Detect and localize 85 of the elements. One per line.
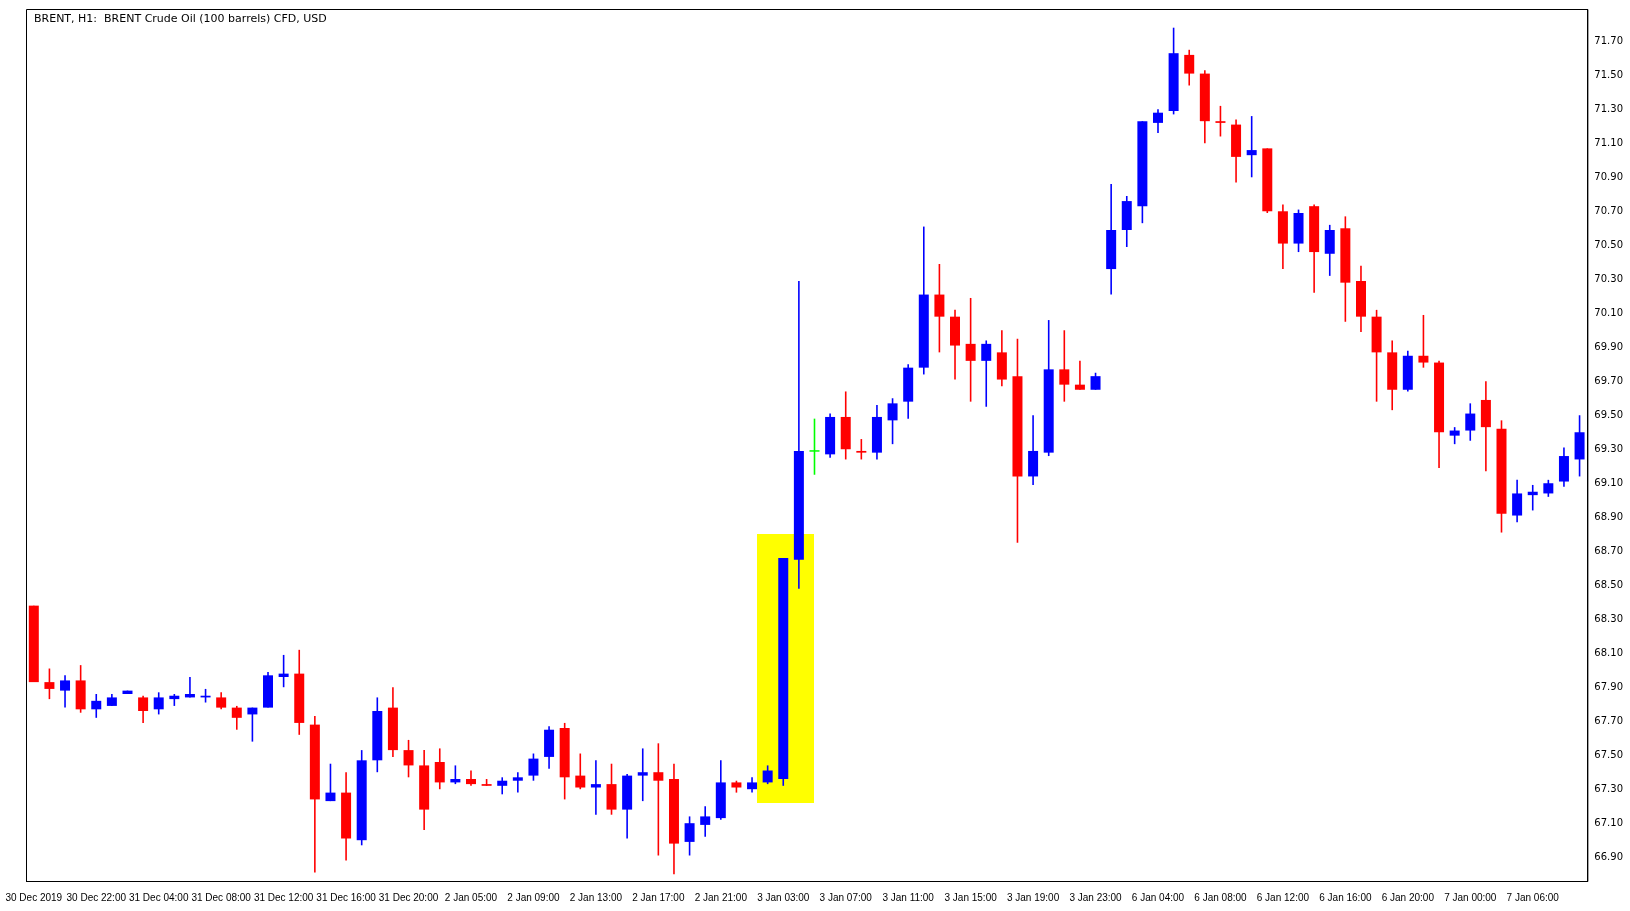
candlestick xyxy=(762,764,773,785)
y-tick-label: 71.10 xyxy=(1594,136,1624,148)
candlestick xyxy=(1512,479,1523,524)
x-tick-label: 3 Jan 19:00 xyxy=(1006,891,1060,903)
y-tick-label: 67.70 xyxy=(1594,714,1624,726)
candlestick xyxy=(1246,115,1257,179)
candlestick xyxy=(44,667,55,700)
x-tick-label: 31 Dec 12:00 xyxy=(253,891,314,903)
candlestick xyxy=(231,705,242,731)
candlestick xyxy=(1152,108,1163,134)
x-tick-label: 6 Jan 12:00 xyxy=(1256,891,1310,903)
x-tick-label: 2 Jan 21:00 xyxy=(694,891,748,903)
x-tick-label: 3 Jan 03:00 xyxy=(757,891,810,903)
candlestick xyxy=(1184,49,1195,87)
candlestick xyxy=(981,339,992,408)
y-tick-label: 71.30 xyxy=(1594,102,1624,114)
candlestick xyxy=(1074,360,1085,391)
x-tick-label: 30 Dec 2019 xyxy=(5,891,63,903)
candlestick xyxy=(1418,314,1429,369)
x-tick-label: 6 Jan 04:00 xyxy=(1131,891,1185,903)
y-tick-label: 71.70 xyxy=(1594,34,1624,46)
y-tick-label: 70.70 xyxy=(1594,204,1624,216)
candlestick xyxy=(1059,329,1070,403)
candlestick xyxy=(1465,402,1476,442)
x-tick-label: 31 Dec 16:00 xyxy=(316,891,377,903)
x-tick-label: 3 Jan 07:00 xyxy=(819,891,873,903)
y-tick-label: 68.10 xyxy=(1594,646,1624,658)
y-tick-label: 67.30 xyxy=(1594,782,1624,794)
x-tick-label: 2 Jan 05:00 xyxy=(444,891,498,903)
x-tick-label: 2 Jan 09:00 xyxy=(507,891,561,903)
candlestick xyxy=(403,739,414,779)
x-tick-label: 3 Jan 15:00 xyxy=(944,891,998,903)
candlestick xyxy=(1215,105,1226,138)
y-tick-label: 68.50 xyxy=(1594,578,1624,590)
x-tick-label: 7 Jan 06:00 xyxy=(1506,891,1560,903)
y-tick-label: 68.30 xyxy=(1594,612,1624,624)
y-tick-label: 68.90 xyxy=(1594,510,1624,522)
candlestick xyxy=(809,417,820,476)
candlestick xyxy=(934,263,945,354)
y-tick-label: 69.90 xyxy=(1594,340,1624,352)
candlestick xyxy=(684,815,695,857)
x-tick-label: 6 Jan 20:00 xyxy=(1381,891,1435,903)
x-tick-label: 3 Jan 23:00 xyxy=(1069,891,1123,903)
candlestick xyxy=(138,694,149,724)
candlestick xyxy=(91,693,102,719)
y-tick-label: 68.70 xyxy=(1594,544,1624,556)
candlestick xyxy=(887,397,898,445)
y-tick-label: 70.10 xyxy=(1594,306,1624,318)
x-tick-label: 2 Jan 13:00 xyxy=(569,891,623,903)
y-tick-label: 69.30 xyxy=(1594,442,1624,454)
x-tick-label: 2 Jan 17:00 xyxy=(632,891,685,903)
candlestick xyxy=(1324,224,1335,277)
candlestick xyxy=(653,742,664,857)
candlestick xyxy=(60,674,71,709)
candlestick xyxy=(637,747,648,802)
candlestick xyxy=(965,297,976,403)
x-tick-label: 7 Jan 00:00 xyxy=(1444,891,1497,903)
candlestick xyxy=(512,771,523,794)
y-tick-label: 67.10 xyxy=(1594,816,1624,828)
x-tick-label: 31 Dec 08:00 xyxy=(191,891,252,903)
candlestick xyxy=(575,752,586,791)
y-tick-label: 67.90 xyxy=(1594,680,1624,692)
y-tick-label: 71.50 xyxy=(1594,68,1624,80)
y-tick-label: 70.30 xyxy=(1594,272,1624,284)
y-tick-label: 69.70 xyxy=(1594,374,1624,386)
y-tick-label: 70.50 xyxy=(1594,238,1624,250)
x-tick-label: 6 Jan 08:00 xyxy=(1194,891,1248,903)
y-tick-label: 69.10 xyxy=(1594,476,1624,488)
candlestick xyxy=(700,805,711,838)
y-tick-label: 66.90 xyxy=(1594,850,1624,862)
y-tick-label: 67.50 xyxy=(1594,748,1624,760)
x-tick-label: 3 Jan 11:00 xyxy=(882,891,935,903)
x-tick-label: 31 Dec 20:00 xyxy=(378,891,439,903)
y-tick-label: 70.90 xyxy=(1594,170,1624,182)
x-tick-label: 31 Dec 04:00 xyxy=(128,891,189,903)
y-tick-label: 69.50 xyxy=(1594,408,1624,420)
candlestick xyxy=(856,438,867,461)
candlestick xyxy=(590,759,601,816)
chart-title: BRENT, H1: BRENT Crude Oil (100 barrels) CFD, USD xyxy=(34,12,327,25)
candlestick xyxy=(325,762,336,802)
candlestick xyxy=(153,691,164,716)
x-tick-label: 30 Dec 22:00 xyxy=(66,891,127,903)
x-tick-label: 6 Jan 16:00 xyxy=(1319,891,1372,903)
candlestick xyxy=(434,747,445,791)
candlestick xyxy=(528,752,539,782)
